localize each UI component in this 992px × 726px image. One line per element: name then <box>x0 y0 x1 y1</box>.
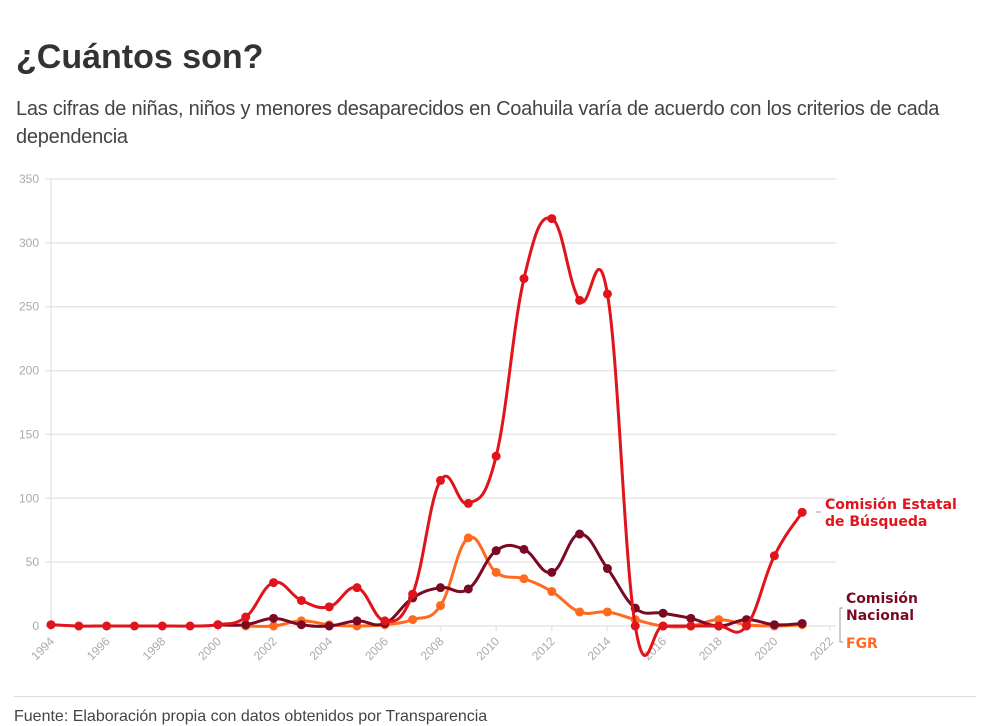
chart-title: ¿Cuántos son? <box>16 38 264 76</box>
data-point <box>241 612 251 622</box>
x-tick-label: 1998 <box>140 634 169 663</box>
data-point <box>547 567 557 577</box>
data-point <box>213 620 223 630</box>
data-point <box>129 621 139 631</box>
y-tick-label: 100 <box>19 491 39 505</box>
data-point <box>491 546 501 556</box>
data-point <box>491 451 501 461</box>
data-point <box>602 607 612 617</box>
series-label-estatal-line1: Comisión Estatal <box>825 497 957 513</box>
data-point <box>714 621 724 631</box>
data-point <box>185 621 195 631</box>
data-point <box>352 616 362 626</box>
data-point <box>769 620 779 630</box>
y-tick-label: 250 <box>19 300 39 314</box>
y-tick-label: 0 <box>32 619 39 633</box>
data-point <box>602 564 612 574</box>
data-point <box>269 613 279 623</box>
series-label-nacional-line2: Nacional <box>846 608 914 624</box>
series-label-fgr: FGR <box>846 636 878 652</box>
data-point <box>241 620 251 630</box>
x-tick-label: 2022 <box>807 634 836 663</box>
data-point <box>463 533 473 543</box>
y-tick-label: 50 <box>26 555 40 569</box>
data-point <box>575 607 585 617</box>
series-line-1 <box>217 532 803 628</box>
x-tick-label: 1994 <box>28 634 57 663</box>
x-tick-label: 2020 <box>752 634 781 663</box>
data-point <box>269 621 279 631</box>
x-tick-label: 2006 <box>362 634 391 663</box>
series-label-estatal-line2: de Búsqueda <box>825 514 927 530</box>
data-point <box>324 621 334 631</box>
data-point <box>408 589 418 599</box>
data-point <box>686 613 696 623</box>
data-point <box>769 551 779 561</box>
x-tick-label: 1996 <box>84 634 113 663</box>
data-point <box>463 498 473 508</box>
data-point <box>519 574 529 584</box>
data-point <box>296 595 306 605</box>
data-point <box>686 621 696 631</box>
data-point <box>436 601 445 611</box>
data-point <box>714 615 724 625</box>
footer-divider <box>14 696 976 697</box>
data-point <box>742 621 752 631</box>
data-point <box>436 475 445 485</box>
label-bracket <box>839 607 843 643</box>
x-tick-label: 2018 <box>696 634 725 663</box>
data-point <box>575 295 585 305</box>
data-point <box>491 567 501 577</box>
chart-subtitle: Las cifras de niñas, niños y menores des… <box>16 98 940 148</box>
source-note: Fuente: Elaboración propia con datos obt… <box>14 708 488 725</box>
data-point <box>797 507 807 517</box>
data-point <box>575 529 585 539</box>
data-point <box>519 544 529 554</box>
data-point <box>352 583 362 593</box>
line-chart: 0 50 100 150 200 250 300 350 1994 1996 1998 2000 200… <box>19 172 957 663</box>
data-point <box>296 620 306 630</box>
data-point <box>602 289 612 299</box>
data-point <box>463 584 473 594</box>
data-point <box>408 615 418 625</box>
data-point <box>519 274 529 284</box>
data-point <box>547 587 557 597</box>
data-point <box>380 616 390 626</box>
x-tick-label: 2004 <box>307 634 336 663</box>
x-tick-label: 2008 <box>418 634 447 663</box>
y-tick-label: 350 <box>19 172 39 186</box>
data-point <box>436 583 445 593</box>
x-tick-label: 2002 <box>251 634 280 663</box>
data-point <box>269 578 279 588</box>
data-point <box>547 214 557 224</box>
data-point <box>157 621 167 631</box>
data-point <box>102 621 112 631</box>
y-tick-label: 150 <box>19 427 39 441</box>
series-label-nacional-line1: Comisión <box>846 591 918 607</box>
x-tick-label: 2000 <box>195 634 224 663</box>
x-tick-label: 2014 <box>585 634 614 663</box>
data-point <box>658 608 668 618</box>
data-point <box>630 621 640 631</box>
y-tick-label: 200 <box>19 364 39 378</box>
data-point <box>658 621 668 631</box>
data-point <box>324 602 334 612</box>
y-tick-label: 300 <box>19 236 39 250</box>
x-tick-label: 2012 <box>529 634 558 663</box>
data-point <box>74 621 84 631</box>
data-point <box>46 620 56 630</box>
x-tick-label: 2010 <box>473 634 502 663</box>
data-point <box>797 618 807 628</box>
